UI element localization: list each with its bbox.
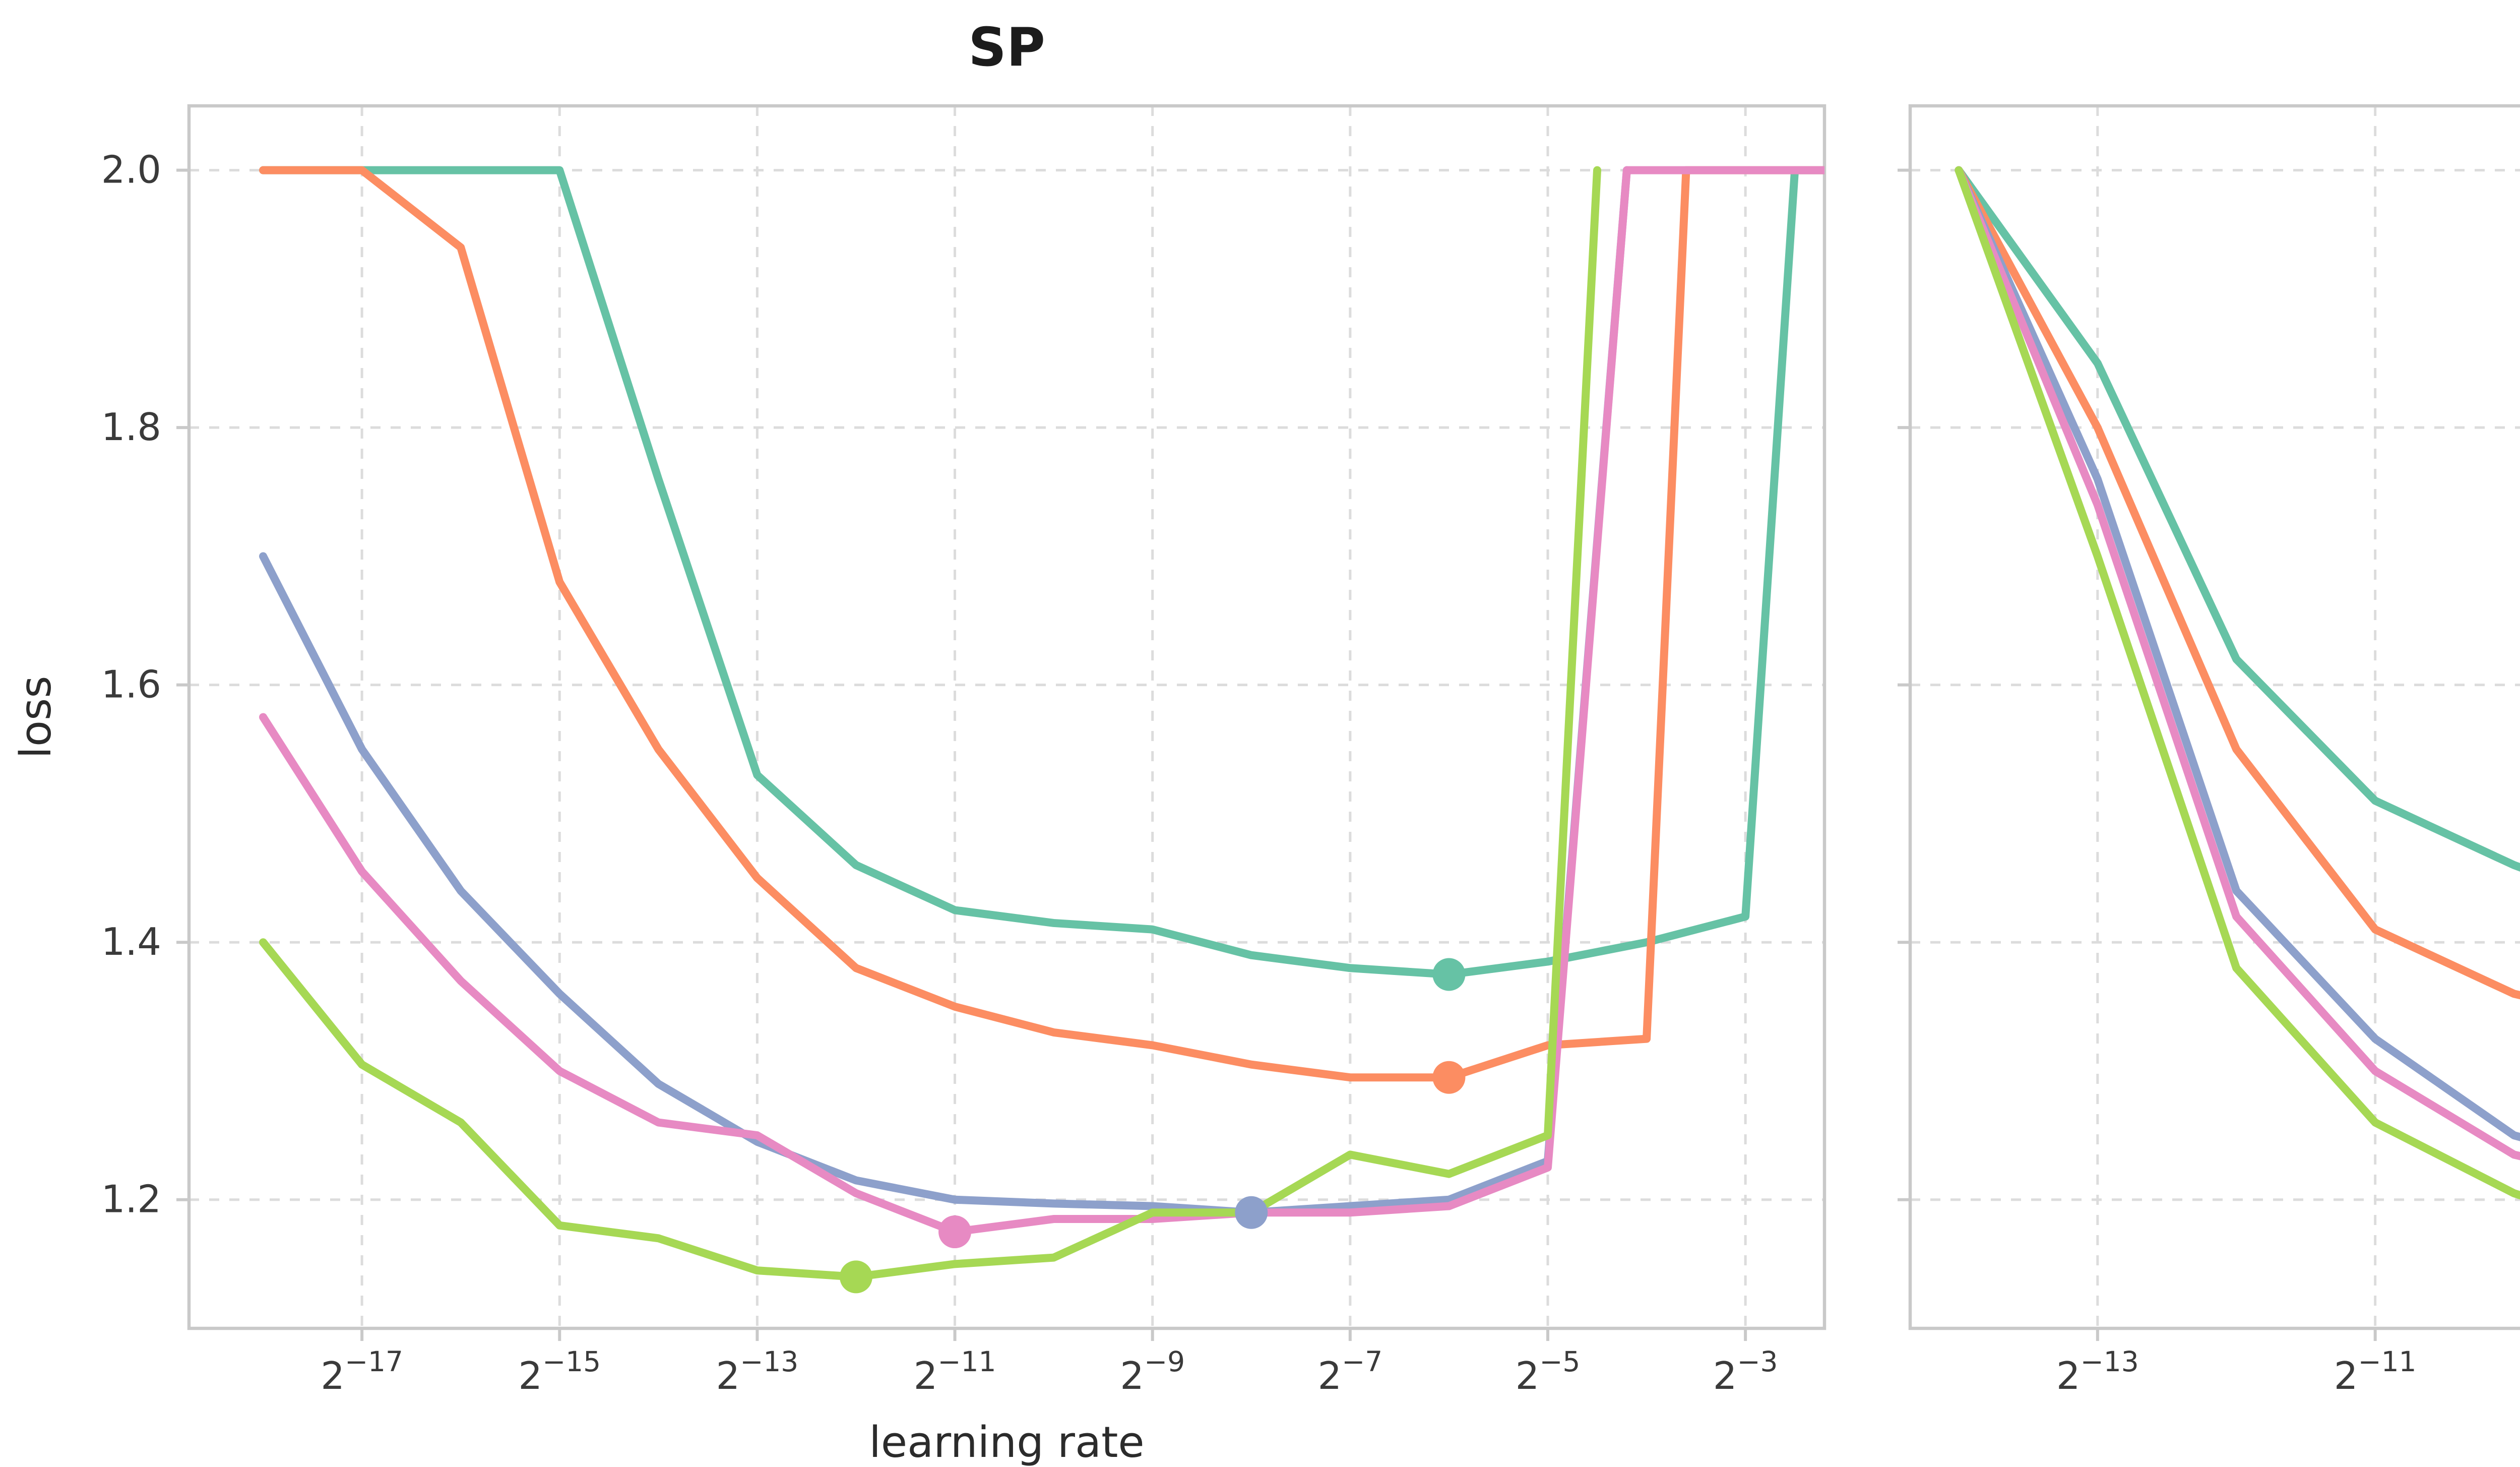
x-tick-label: 2−17 [321, 1346, 403, 1398]
series-line-width-768 [1955, 166, 2520, 1160]
y-axis-label: loss [11, 676, 61, 758]
series-line-width-64 [259, 166, 1825, 979]
series-line-width-128 [1955, 166, 2520, 1000]
x-tick-label: 2−15 [518, 1346, 601, 1398]
series-line-width-128 [259, 166, 1825, 1082]
panel-title: SP [968, 17, 1045, 78]
plot-border [187, 104, 1826, 1330]
best-lr-marker-width-768 [938, 1215, 972, 1249]
best-lr-marker-width-2048 [839, 1260, 872, 1294]
x-axis-label: learning rate [869, 1418, 1144, 1467]
series-line-width-512 [259, 166, 1631, 1217]
series-line-width-512 [1955, 166, 2520, 1141]
x-tick-label: 2−11 [914, 1346, 996, 1398]
x-tick-label: 2−9 [1120, 1346, 1185, 1398]
y-tick-label: 1.8 [101, 405, 161, 449]
plot-border [1908, 104, 2520, 1330]
x-tick-label: 2−13 [2056, 1346, 2139, 1398]
panel-μP: 2−132−112−92−72−52−3μPlearning rate [1898, 104, 2520, 1398]
y-tick-label: 2.0 [101, 148, 161, 192]
x-tick-label: 2−5 [1516, 1346, 1581, 1398]
panel-SP: 2−17 2−15 2−13 2−11 2−9 2−7 2−5 2−3 1.2 1.4 1.6 1.8… [11, 17, 1826, 1467]
x-tick-label: 2−3 [1713, 1346, 1778, 1398]
best-lr-marker-width-64 [1432, 958, 1466, 991]
x-tick-label: 2−13 [716, 1346, 799, 1398]
best-lr-marker-width-512 [1235, 1196, 1268, 1229]
series-line-width-2048 [259, 166, 1602, 1281]
best-lr-marker-width-128 [1432, 1061, 1466, 1094]
y-tick-label: 1.4 [101, 920, 161, 964]
y-tick-label: 1.6 [101, 662, 161, 707]
y-tick-label: 1.2 [101, 1177, 161, 1221]
x-tick-label: 2−7 [1317, 1346, 1382, 1398]
series-line-width-768 [259, 166, 1825, 1236]
series-line-width-2048 [1955, 166, 2520, 1200]
series-line-width-64 [1955, 166, 2520, 872]
x-tick-label: 2−11 [2334, 1346, 2417, 1398]
